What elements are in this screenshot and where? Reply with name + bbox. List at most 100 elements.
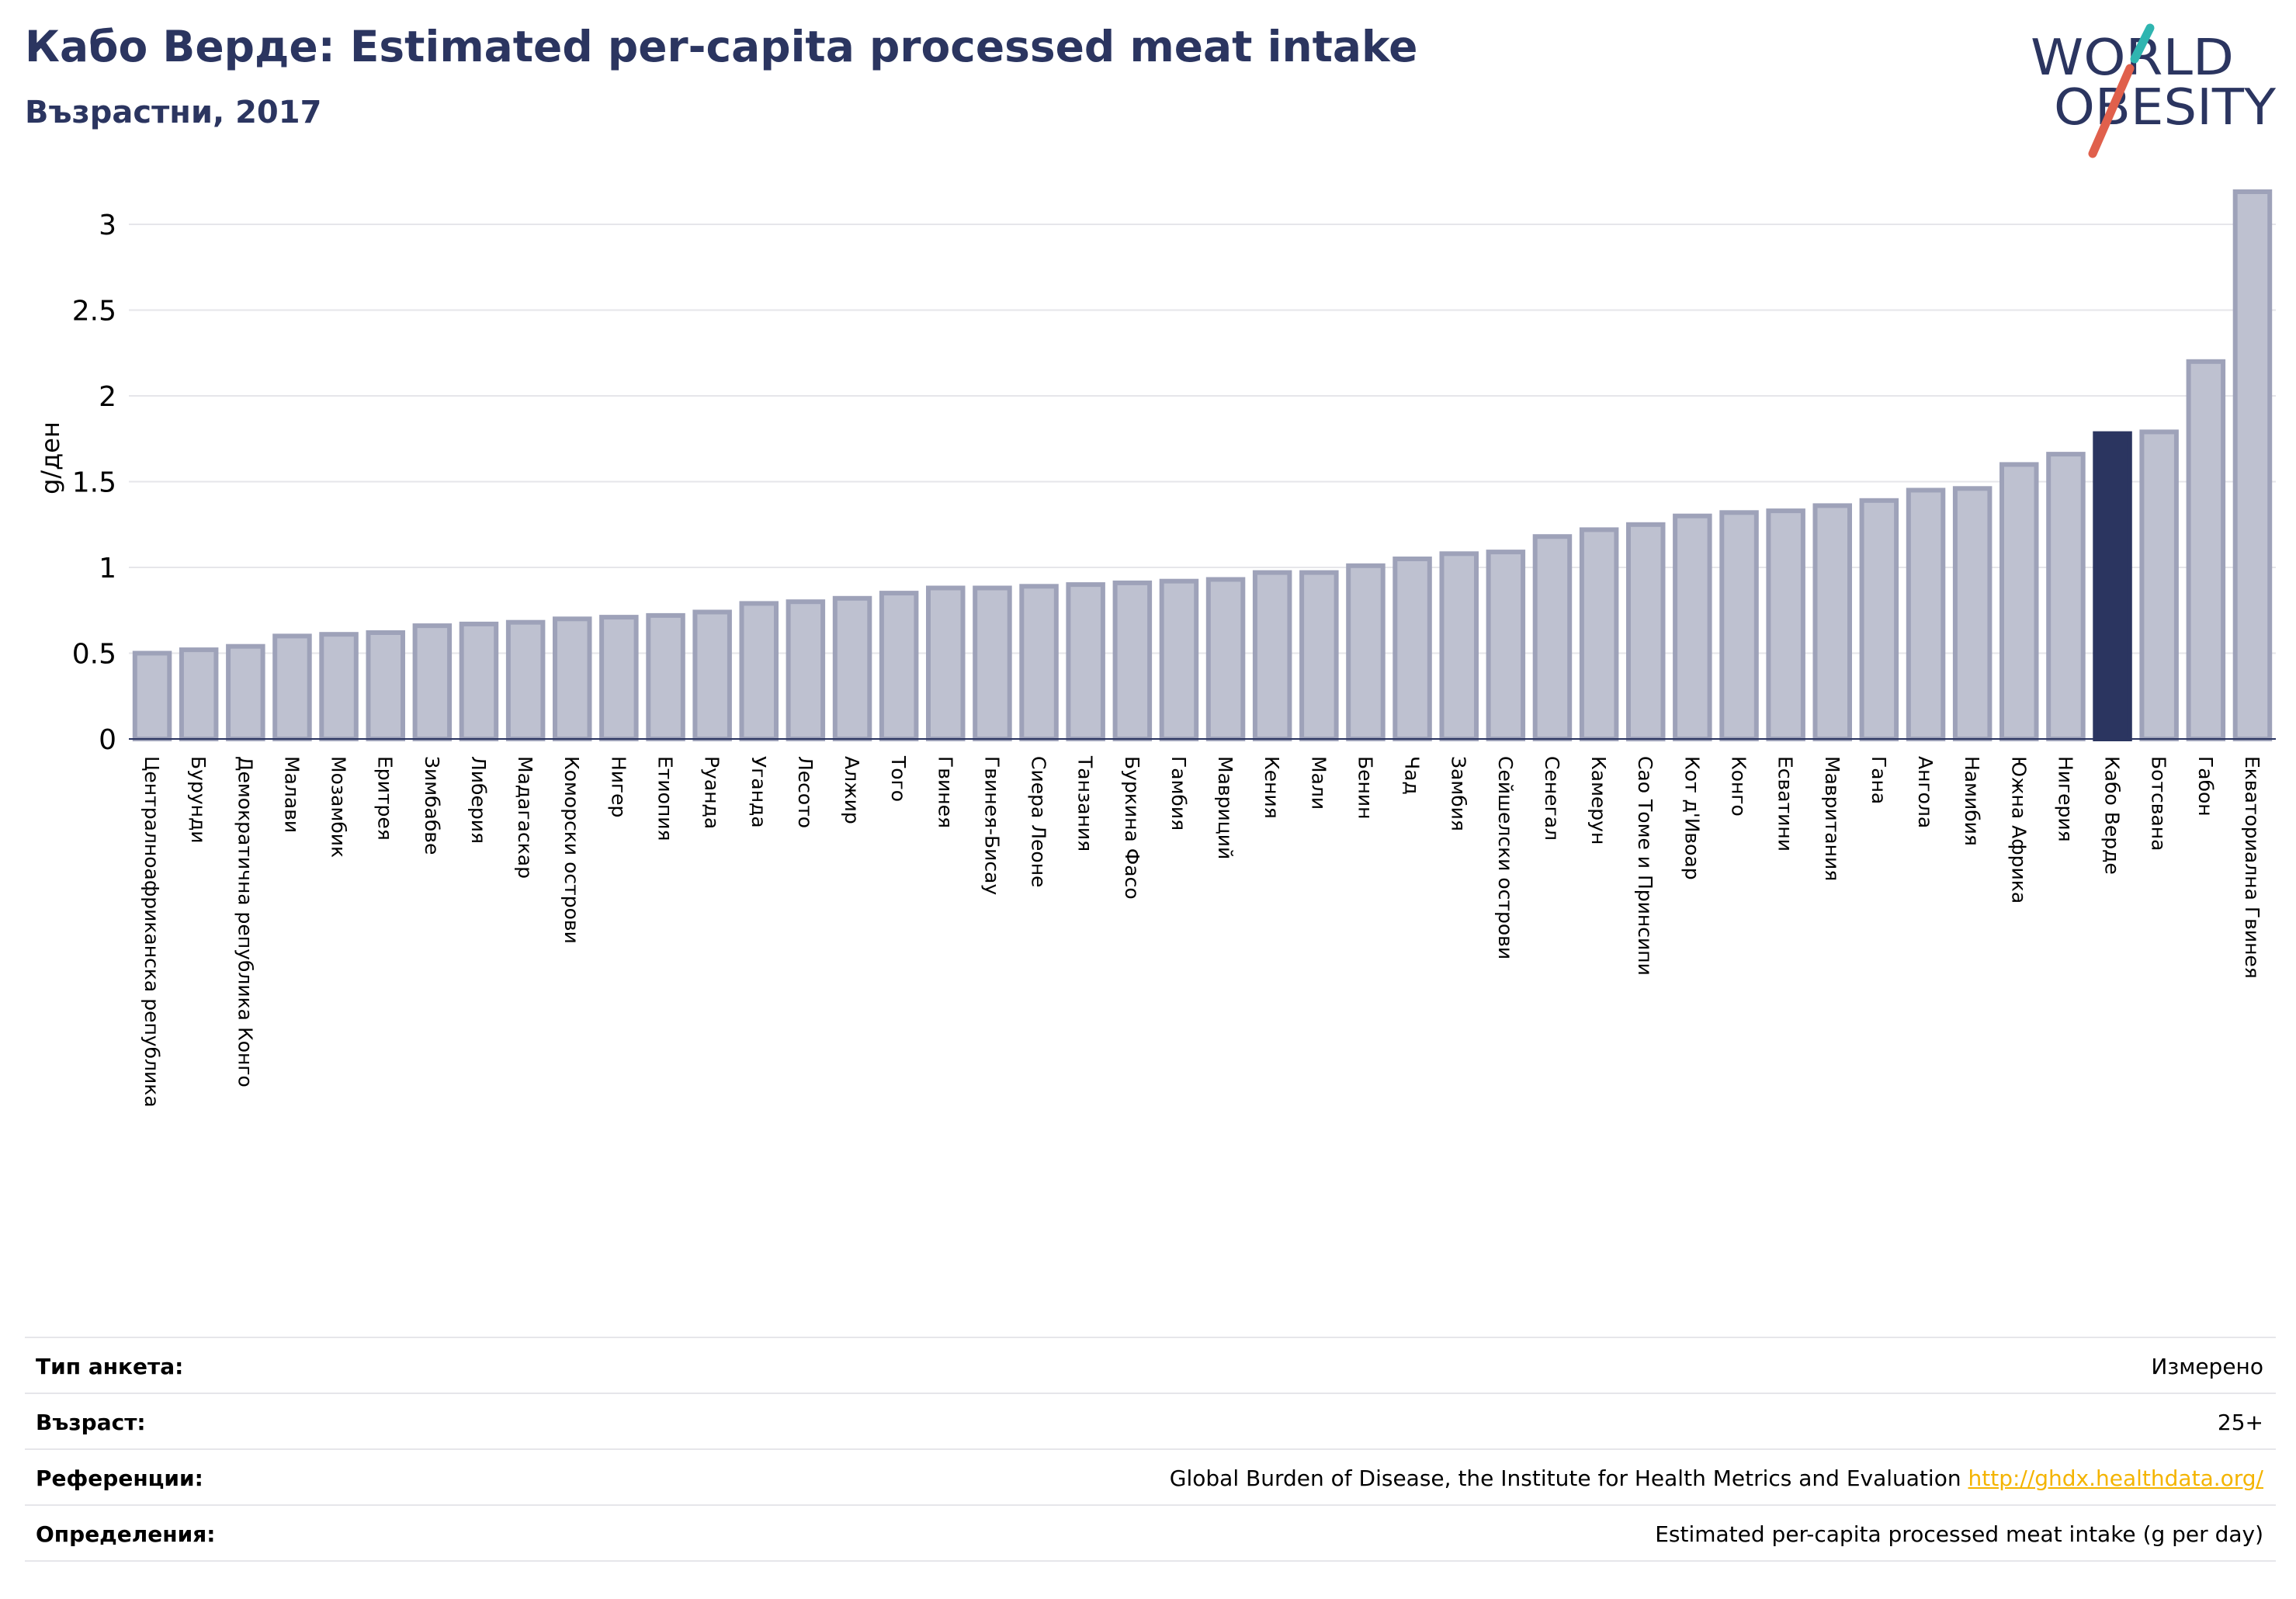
bar	[646, 612, 685, 742]
x-tick-label: Намибия	[1961, 756, 1983, 846]
x-tick-label: Буркина Фасо	[1121, 756, 1143, 900]
x-tick-label: Кения	[1261, 756, 1283, 819]
x-tick-label: Мозамбик	[328, 756, 350, 858]
bar	[1205, 577, 1246, 741]
bar	[2186, 359, 2226, 741]
x-tick-label: Малави	[281, 756, 303, 833]
bar	[2232, 189, 2273, 741]
y-tick-label: 2	[99, 381, 116, 413]
bar	[459, 621, 499, 742]
bar	[1019, 584, 1059, 741]
x-tick-label: Кот д'Ивоар	[1680, 756, 1703, 880]
x-tick-label: Мали	[1307, 756, 1330, 810]
x-tick-label: Демократична република Конго	[234, 756, 256, 1087]
x-tick-label: Руанда	[701, 756, 723, 829]
x-tick-label: Етиопия	[654, 756, 677, 841]
y-tick-label: 0.5	[72, 639, 116, 671]
bar	[2046, 452, 2086, 741]
bar	[1999, 462, 2039, 742]
x-tick-label: Гвинея-Бисау	[980, 756, 1003, 895]
x-tick-label: Ботсвана	[2148, 756, 2170, 851]
bar	[1532, 534, 1573, 741]
bar	[739, 601, 779, 742]
y-tick-label: 3	[99, 210, 116, 241]
chart-subtitle: Възрастни, 2017	[25, 95, 322, 130]
x-tick-label: Того	[887, 755, 910, 802]
x-tick-label: Мавритания	[1821, 756, 1843, 881]
x-tick-label: Зимбабве	[421, 756, 443, 855]
bar	[412, 623, 453, 741]
bar	[832, 595, 872, 741]
y-axis-ticks: 0 0.5 1 1.5 2 2.5 3	[72, 210, 116, 756]
bar	[1579, 527, 1619, 742]
x-tick-label: Ангола	[1914, 756, 1937, 828]
x-tick-label: Мавриций	[1214, 756, 1236, 859]
info-table: Тип анкета: Измерено Възраст: 25+ Рефере…	[25, 1337, 2276, 1562]
bar	[1066, 582, 1105, 741]
bar	[1252, 570, 1292, 741]
x-tick-label: Габон	[2194, 756, 2217, 817]
info-row-references: Референции: Global Burden of Disease, th…	[25, 1448, 2276, 1504]
x-tick-label: Бурунди	[187, 756, 210, 844]
bar-highlighted	[2093, 431, 2132, 741]
x-tick-label: Гвинея	[934, 756, 956, 828]
y-tick-label: 0	[99, 724, 116, 756]
bar	[1626, 522, 1666, 742]
bar	[1393, 557, 1432, 741]
info-label-references: Референции:	[36, 1465, 203, 1491]
info-row-definitions: Определения: Estimated per-capita proces…	[25, 1504, 2276, 1562]
bar	[1952, 486, 1993, 741]
bar	[272, 633, 312, 742]
bar	[786, 599, 826, 742]
x-tick-label: Камерун	[1587, 756, 1610, 845]
bar	[1439, 551, 1479, 741]
info-value-references: Global Burden of Disease, the Institute …	[1170, 1465, 2263, 1491]
x-tick-label: Бенин	[1354, 756, 1377, 819]
logo-slash-red	[2088, 64, 2135, 158]
x-tick-label: Екваториална Гвинея	[2241, 756, 2263, 979]
bar	[1486, 550, 1526, 741]
info-row-survey-type: Тип анкета: Измерено	[25, 1337, 2276, 1393]
x-tick-label: Коморски острови	[560, 756, 583, 944]
bar	[1812, 503, 1852, 742]
x-tick-label: Нигер	[607, 756, 629, 817]
bar	[1906, 487, 1946, 741]
logo-slash-teal	[2130, 23, 2155, 64]
bar	[226, 643, 265, 742]
x-tick-label: Южна Африка	[2007, 756, 2030, 904]
bar	[879, 591, 919, 741]
x-tick-label: Гана	[1868, 756, 1890, 804]
bar	[1159, 578, 1199, 742]
world-obesity-logo: WORLD OBESITY	[2031, 23, 2277, 158]
y-tick-label: 1.5	[72, 467, 116, 499]
bar	[692, 609, 732, 741]
x-tick-label: Еритрея	[374, 756, 397, 841]
logo-text-obesity: OBESITY	[2054, 79, 2277, 137]
bar	[179, 647, 219, 741]
info-value-definitions: Estimated per-capita processed meat inta…	[1655, 1521, 2263, 1547]
y-tick-label: 1	[99, 553, 116, 584]
bar	[599, 615, 639, 741]
x-tick-label: Есватини	[1774, 756, 1797, 852]
reference-link[interactable]: http://ghdx.healthdata.org/	[1968, 1465, 2263, 1491]
x-tick-label: Централноафриканска република	[140, 756, 163, 1108]
y-axis-label: g/ден	[36, 421, 65, 494]
bar	[366, 630, 405, 741]
x-tick-label: Замбия	[1448, 756, 1470, 831]
bar	[553, 616, 592, 741]
bar-chart: 0 0.5 1 1.5 2 2.5 3 Централноафриканска републ…	[36, 189, 2276, 1108]
x-tick-label: Танзания	[1074, 755, 1097, 852]
x-tick-label: Уганда	[747, 756, 770, 828]
bar	[1719, 510, 1759, 741]
bars	[132, 189, 2273, 742]
bar	[505, 619, 546, 742]
bar	[1112, 580, 1153, 742]
x-tick-label: Сао Томе и Принсипи	[1634, 756, 1656, 976]
bar	[1299, 570, 1339, 741]
bar	[319, 632, 359, 742]
x-tick-label: Лесото	[794, 756, 817, 828]
reference-text: Global Burden of Disease, the Institute …	[1169, 1465, 1961, 1491]
chart-title: Кабо Верде: Estimated per-capita process…	[25, 22, 1418, 71]
info-value-survey-type: Измерено	[2151, 1354, 2263, 1379]
x-tick-label: Гамбия	[1167, 756, 1190, 831]
